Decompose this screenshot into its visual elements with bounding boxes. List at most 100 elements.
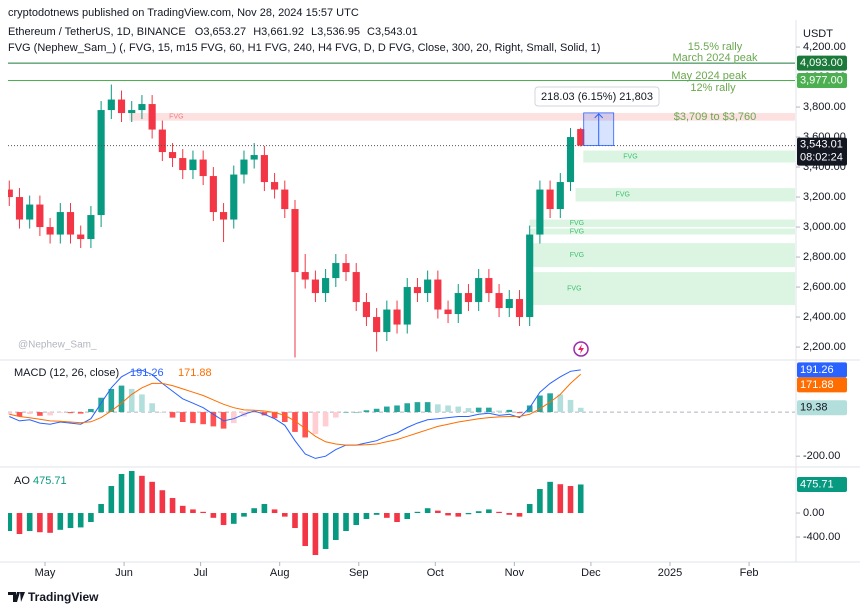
macd-histogram-bar — [57, 412, 64, 413]
candle-body — [209, 176, 217, 213]
y-tick-label: -400.00 — [803, 531, 840, 543]
macd-histogram-bar — [424, 402, 431, 413]
candle-body — [383, 309, 391, 333]
candle-body — [556, 182, 564, 210]
macd-histogram-bar — [567, 399, 574, 413]
candle-body — [505, 299, 513, 309]
macd-legend-value: 191.26 — [130, 367, 164, 379]
ao-bar — [149, 481, 155, 514]
ao-bar — [537, 489, 543, 514]
ao-bar — [139, 475, 145, 514]
ao-bar — [465, 513, 472, 515]
fvg-label: FVG — [616, 192, 630, 199]
candle-body — [66, 212, 75, 235]
candle-body — [271, 182, 279, 190]
ao-bar — [8, 513, 13, 532]
macd-histogram-bar — [333, 412, 339, 418]
fvg-label: FVG — [570, 228, 584, 235]
candle-body — [342, 263, 350, 273]
measure-arrowhead — [594, 113, 604, 119]
fvg-label: FVG — [169, 114, 183, 121]
ao-bar — [241, 513, 247, 517]
indicator-line: FVG (Nephew_Sam_) (, FVG, 15, m15 FVG, 6… — [8, 42, 600, 54]
macd-histogram-bar — [179, 412, 186, 422]
x-tick-label: Sep — [349, 567, 369, 579]
macd-histogram-bar — [128, 388, 135, 413]
ao-value-box — [797, 476, 847, 492]
publisher-line: cryptodotnews published on TradingView.c… — [8, 7, 359, 19]
candle-body — [107, 99, 115, 111]
macd-line — [9, 369, 581, 459]
ao-bar — [394, 513, 400, 523]
measure-label: 218.03 (6.15%) 21,803 — [541, 91, 653, 103]
level-label: 4,093.00 — [800, 57, 843, 69]
candle-body — [413, 287, 422, 294]
ao-bar — [557, 484, 564, 514]
candle-body — [97, 110, 105, 216]
x-tick-label: 2025 — [658, 567, 682, 579]
ao-bar — [526, 504, 533, 514]
macd-histogram-bar — [557, 394, 564, 413]
pane — [8, 471, 584, 556]
annotation: 12% rally — [690, 82, 736, 94]
ao-bar — [128, 471, 135, 514]
macd-histogram-bar — [261, 412, 268, 416]
macd-histogram-bar — [149, 403, 155, 413]
macd-histogram-bar — [373, 408, 380, 413]
candle-body — [434, 279, 442, 310]
footer-brand: TradingView — [28, 590, 99, 604]
ohlc-high: H3,661.92 — [253, 26, 304, 38]
macd-value: 191.26 — [800, 364, 834, 376]
ao-bar — [424, 508, 431, 514]
x-tick-label: Oct — [427, 567, 444, 579]
candle-body — [291, 209, 299, 273]
x-tick-label: Aug — [270, 567, 290, 579]
fvg-zone — [527, 272, 795, 306]
candle-body — [158, 129, 166, 153]
macd-histogram-bar — [302, 412, 309, 438]
ohlc-close: C3,543.01 — [367, 26, 418, 38]
fvg-zone — [575, 188, 795, 202]
macd-histogram-bar — [118, 385, 125, 413]
candle-body — [444, 309, 452, 315]
macd-histogram-bar — [455, 406, 462, 413]
candle-body — [393, 309, 401, 325]
candle-body — [199, 159, 207, 177]
ao-bar — [57, 513, 64, 530]
pane — [8, 369, 795, 459]
ao-bar — [118, 474, 125, 514]
y-tick-label: 2,200.00 — [803, 341, 846, 353]
fvg-zone — [529, 243, 795, 268]
macd-histogram-bar — [16, 412, 23, 417]
macd-histogram-bar — [526, 405, 533, 413]
candle-body — [87, 215, 95, 240]
candle-body — [240, 159, 248, 175]
candle-body — [260, 155, 268, 183]
candle-body — [179, 158, 187, 171]
candle-body — [322, 278, 330, 294]
ao-bar — [506, 513, 513, 515]
ao-bar — [16, 513, 23, 535]
macd-histogram-bar — [159, 412, 166, 413]
x-tick-label: Dec — [581, 567, 601, 579]
ao-bar — [567, 486, 574, 514]
candle-body — [138, 104, 146, 111]
candle-body — [332, 263, 340, 279]
candle-body — [26, 204, 34, 220]
macd-histogram-bar — [230, 412, 237, 424]
signal-legend-value: 171.88 — [178, 367, 212, 379]
ao-bar — [47, 513, 53, 533]
ao-bar — [312, 513, 319, 556]
macd-histogram-bar — [343, 412, 349, 413]
ao-bar — [88, 513, 94, 523]
macd-histogram-bar — [322, 412, 329, 427]
candle-body — [189, 159, 197, 171]
macd-histogram-bar — [26, 412, 33, 415]
candle-body — [424, 279, 432, 294]
macd-histogram-bar — [312, 412, 319, 435]
ao-bar — [169, 498, 176, 514]
macd-histogram-bar — [8, 412, 13, 415]
ao-bar — [455, 513, 462, 517]
x-tick-label: Jun — [115, 567, 133, 579]
logo-mark — [8, 592, 25, 602]
